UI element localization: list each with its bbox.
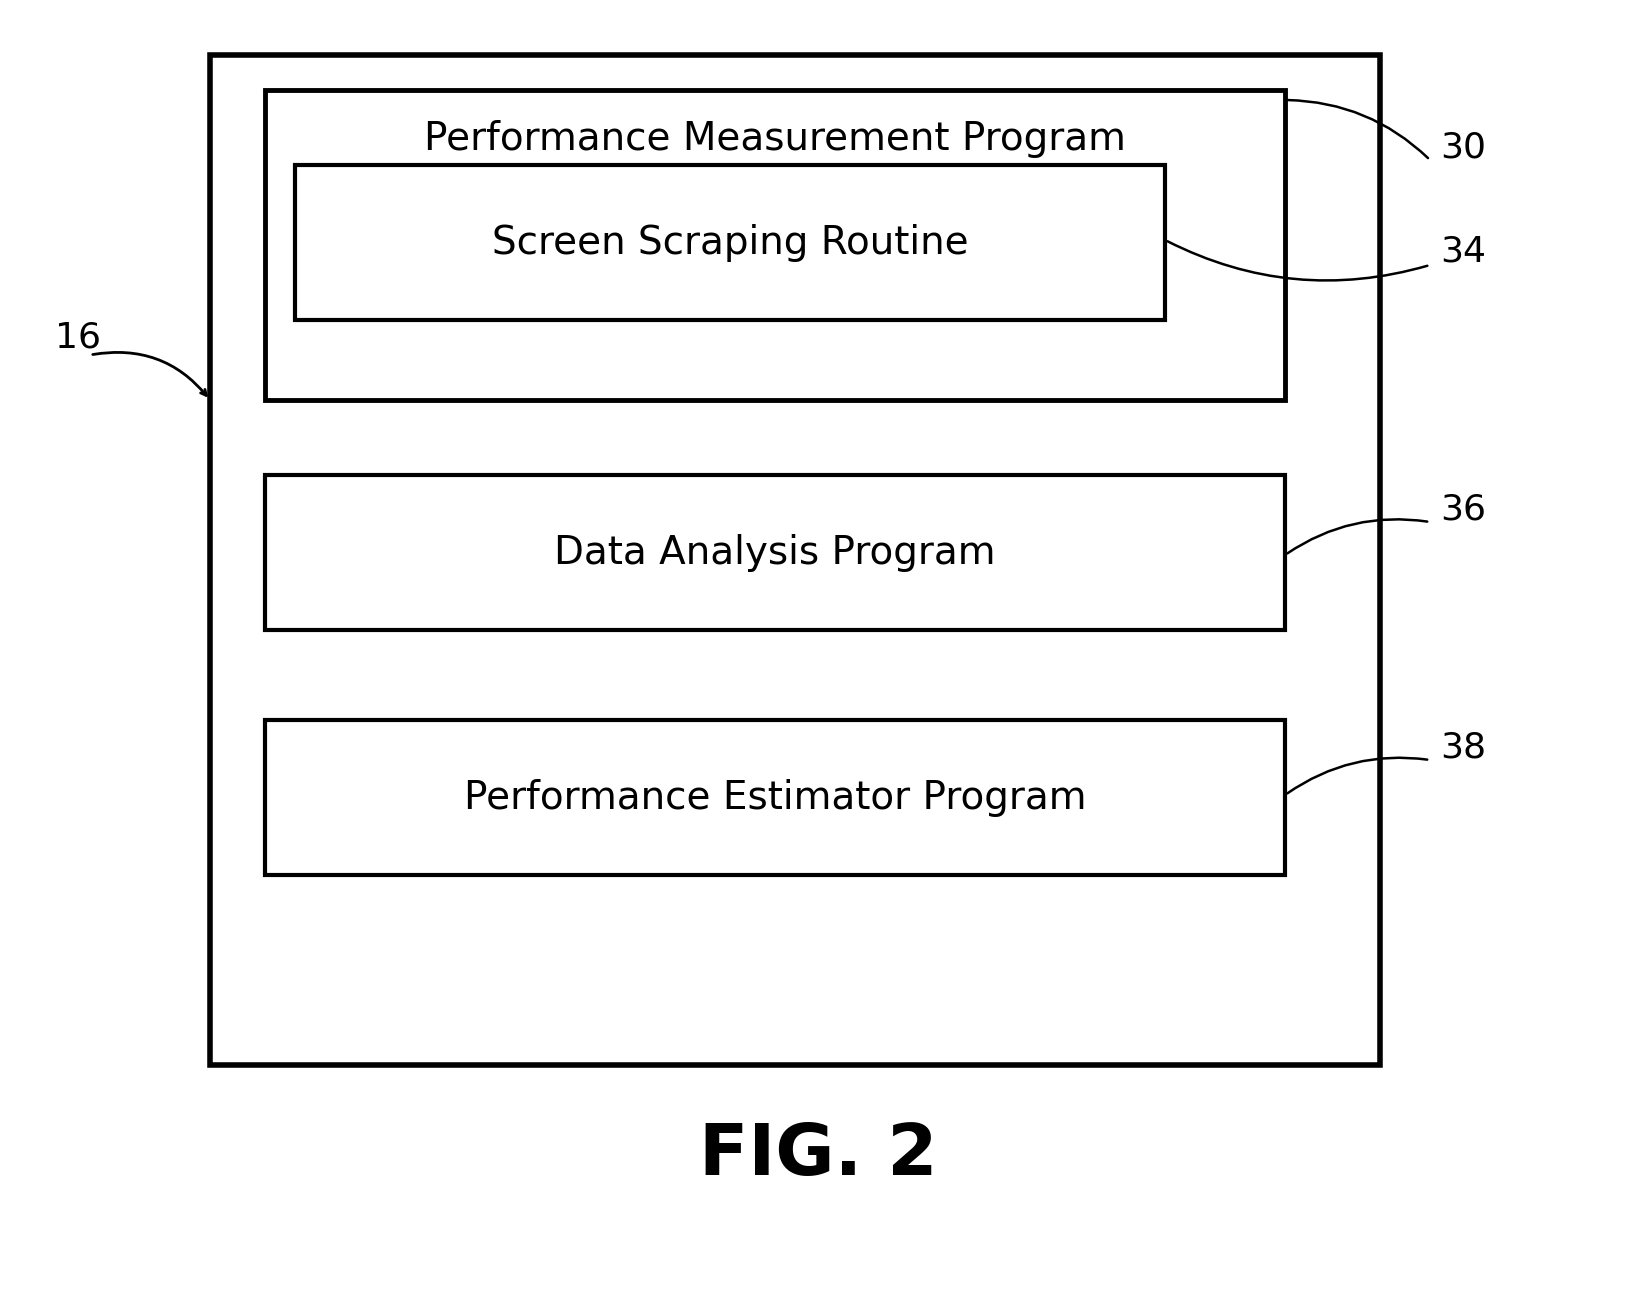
Bar — [265, 474, 1285, 630]
Text: 36: 36 — [1440, 493, 1486, 527]
Text: Performance Estimator Program: Performance Estimator Program — [464, 779, 1086, 817]
Text: Data Analysis Program: Data Analysis Program — [554, 535, 996, 572]
Text: 16: 16 — [56, 322, 101, 356]
Bar — [265, 90, 1285, 400]
Bar — [265, 720, 1285, 874]
Text: Screen Scraping Routine: Screen Scraping Routine — [492, 223, 968, 261]
Text: FIG. 2: FIG. 2 — [698, 1120, 937, 1189]
Text: 38: 38 — [1440, 731, 1486, 765]
Text: Performance Measurement Program: Performance Measurement Program — [423, 120, 1127, 158]
Bar — [294, 165, 1166, 320]
Text: 34: 34 — [1440, 235, 1486, 269]
Text: 30: 30 — [1440, 131, 1486, 165]
Bar — [209, 55, 1380, 1065]
